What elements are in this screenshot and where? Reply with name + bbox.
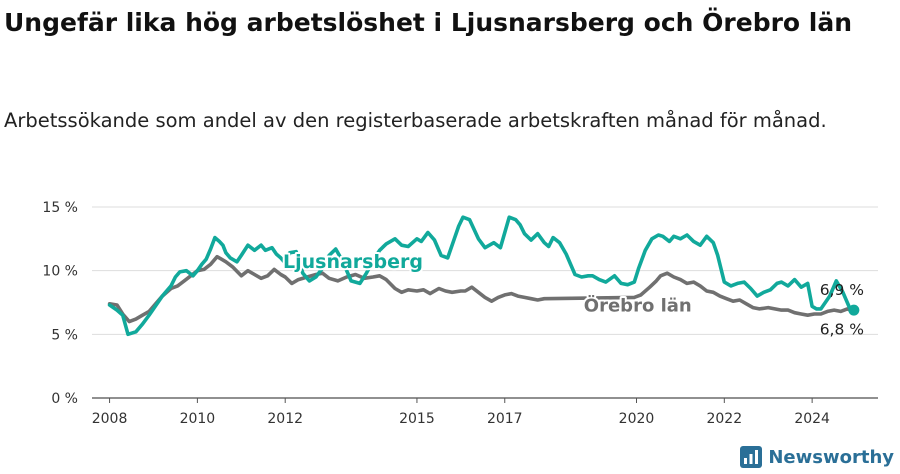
x-tick-label: 2020 bbox=[619, 411, 655, 427]
brand-name: Newsworthy bbox=[768, 446, 894, 468]
chart-title: Ungefär lika hög arbetslöshet i Ljusnars… bbox=[4, 8, 853, 37]
series-line-orebro-lan bbox=[107, 254, 856, 324]
end-value-ljusnarsberg: 6,9 % bbox=[820, 281, 864, 299]
end-value-orebro-lan: 6,8 % bbox=[820, 320, 864, 338]
series-labels: Ljusnarsberg Örebro län 6,9 % 6,8 % bbox=[281, 249, 864, 338]
x-tick-label: 2017 bbox=[487, 411, 523, 427]
newsworthy-logo-icon bbox=[740, 446, 763, 468]
series-line-ljusnarsberg bbox=[107, 215, 856, 337]
newsworthy-brand[interactable]: Newsworthy bbox=[740, 446, 894, 468]
series-lines bbox=[107, 215, 860, 337]
x-tick-label: 2022 bbox=[706, 411, 742, 427]
y-tick-label: 0 % bbox=[51, 391, 78, 407]
x-tick-label: 2015 bbox=[399, 411, 435, 427]
y-tick-labels: 0 % 5 % 10 % 15 % bbox=[42, 200, 78, 407]
x-tick-label: 2024 bbox=[794, 411, 830, 427]
x-tick-label: 2010 bbox=[180, 411, 216, 427]
x-axis: 2008 2010 2012 2015 2017 2020 2022 2024 bbox=[92, 397, 878, 427]
x-tick-label: 2012 bbox=[267, 411, 303, 427]
series-label-ljusnarsberg: Ljusnarsberg bbox=[283, 251, 423, 273]
y-grid bbox=[92, 206, 878, 335]
series-label-orebro-lan: Örebro län bbox=[584, 294, 692, 316]
y-tick-label: 5 % bbox=[51, 327, 78, 343]
series-end-point-ljusnarsberg bbox=[848, 304, 860, 316]
chart-subtitle: Arbetssökande som andel av den registerb… bbox=[4, 109, 827, 132]
x-tick-label: 2008 bbox=[92, 411, 128, 427]
y-tick-label: 10 % bbox=[42, 264, 78, 280]
y-tick-label: 15 % bbox=[42, 200, 78, 216]
